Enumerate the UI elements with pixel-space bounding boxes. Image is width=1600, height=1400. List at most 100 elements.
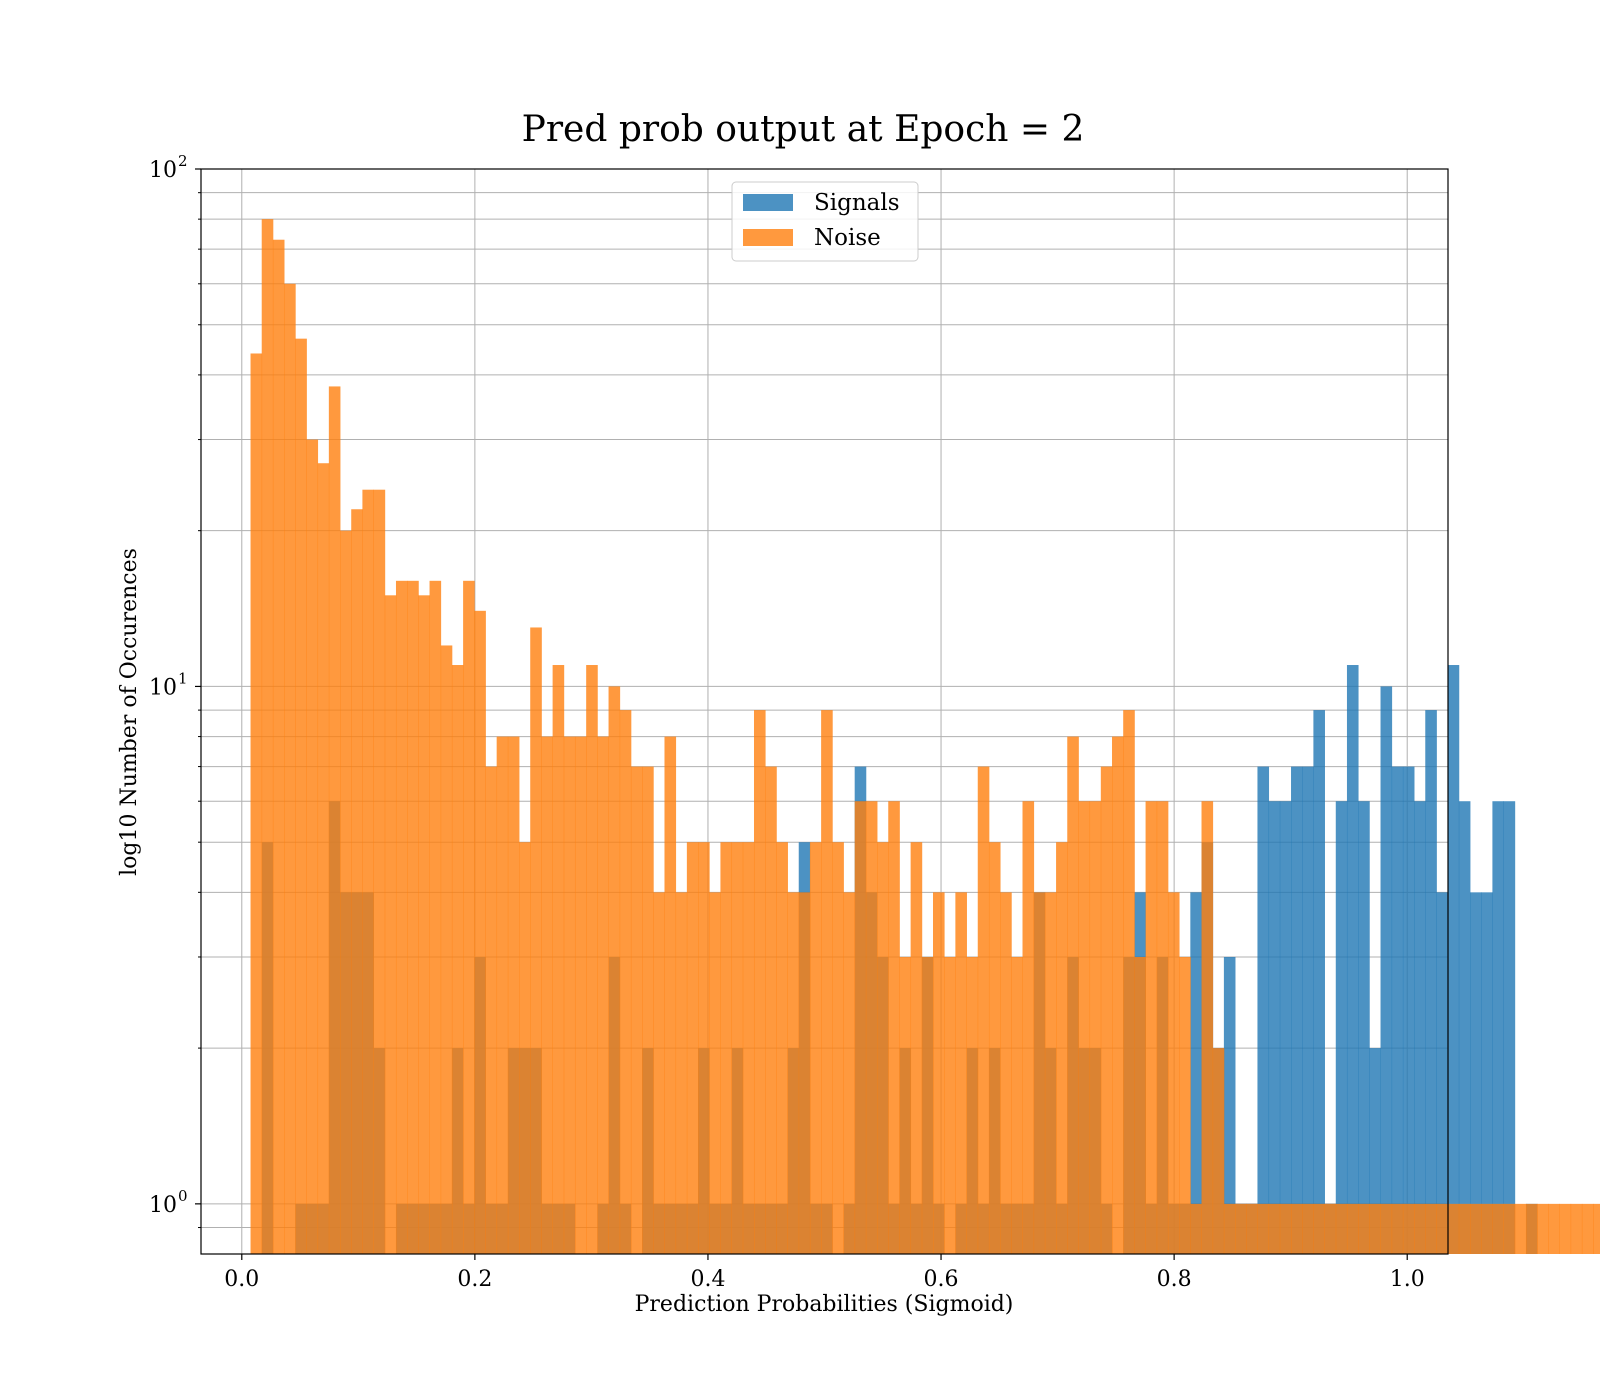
noise-bar — [1190, 1203, 1202, 1254]
noise-bar — [530, 627, 542, 1254]
noise-bar — [586, 665, 598, 1254]
noise-bar — [1022, 801, 1035, 1254]
noise-bar — [1481, 1203, 1493, 1254]
signals-bar — [1436, 892, 1449, 1254]
noise-bar — [1358, 1203, 1370, 1254]
noise-bar — [787, 892, 800, 1254]
noise-bar — [765, 766, 777, 1254]
signals-bar — [1302, 766, 1314, 1254]
signals-bar — [1190, 892, 1202, 1254]
bars-layer — [250, 219, 1600, 1255]
noise-bar — [541, 736, 554, 1254]
noise-bar — [686, 842, 699, 1254]
noise-bar — [1581, 1203, 1594, 1254]
signals-bar — [1313, 710, 1325, 1254]
noise-bar — [798, 892, 811, 1254]
noise-bar — [1112, 736, 1124, 1254]
noise-bar — [731, 842, 744, 1254]
x-axis-label: Prediction Probabilities (Sigmoid) — [635, 1292, 1014, 1317]
x-tick-label: 0.2 — [457, 1267, 492, 1292]
signals-bar — [1223, 956, 1236, 1254]
noise-bar — [574, 736, 587, 1254]
noise-bar — [1313, 1203, 1325, 1254]
noise-bar — [507, 736, 520, 1254]
noise-bar — [977, 766, 990, 1254]
noise-bar — [698, 842, 710, 1254]
noise-bar — [1380, 1203, 1393, 1254]
noise-bar — [1089, 801, 1102, 1254]
signals-bar — [1268, 801, 1281, 1254]
noise-bar — [295, 338, 307, 1254]
signals-bar — [1391, 766, 1404, 1254]
noise-bar — [1223, 1203, 1236, 1254]
noise-bar — [1369, 1203, 1381, 1254]
noise-bar — [1033, 892, 1046, 1254]
noise-bar — [1268, 1203, 1281, 1254]
noise-bar — [272, 239, 285, 1254]
signals-bar — [1503, 801, 1516, 1254]
noise-bar — [284, 283, 296, 1254]
y-axis-label: log10 Number of Occurences — [117, 548, 142, 876]
noise-bar — [742, 842, 755, 1254]
noise-bar — [373, 489, 386, 1255]
noise-bar — [821, 710, 833, 1254]
noise-bar — [888, 801, 900, 1254]
y-tick-exponent: 0 — [178, 1187, 188, 1205]
noise-bar — [440, 645, 453, 1254]
noise-bar — [1179, 956, 1191, 1254]
noise-bar — [933, 892, 945, 1254]
noise-bar — [485, 766, 498, 1254]
noise-bar — [1123, 710, 1135, 1254]
noise-bar — [1056, 842, 1068, 1254]
chart-title: Pred prob output at Epoch = 2 — [522, 109, 1085, 150]
noise-bar — [1391, 1203, 1404, 1254]
noise-bar — [328, 386, 341, 1254]
noise-bar — [1145, 801, 1158, 1254]
noise-bar — [608, 686, 621, 1254]
noise-bar — [1302, 1203, 1314, 1254]
noise-bar — [854, 801, 867, 1254]
noise-bar — [653, 892, 665, 1254]
noise-bar — [451, 665, 464, 1254]
noise-bar — [1246, 1203, 1258, 1254]
noise-bar — [1593, 1203, 1600, 1254]
noise-bar — [709, 892, 721, 1254]
noise-bar — [261, 219, 274, 1255]
legend: Signals Noise — [731, 181, 919, 262]
signals-bar — [1335, 801, 1348, 1254]
noise-bar — [619, 710, 632, 1254]
legend-label-noise: Noise — [814, 225, 881, 251]
noise-bar — [362, 489, 374, 1255]
noise-bar — [1067, 736, 1079, 1254]
noise-bar — [384, 595, 397, 1254]
noise-bar — [776, 842, 788, 1254]
noise-bar — [597, 736, 609, 1254]
noise-bar — [843, 892, 856, 1254]
noise-bar — [753, 710, 766, 1254]
y-tick-label: 10 — [149, 1193, 177, 1218]
signals-bar — [1414, 801, 1426, 1254]
noise-bar — [1291, 1203, 1303, 1254]
noise-bar — [720, 842, 733, 1254]
noise-bar — [250, 353, 263, 1255]
noise-bar — [306, 439, 319, 1254]
noise-bar — [1000, 892, 1012, 1254]
noise-bar — [1525, 1203, 1538, 1254]
noise-bar — [1492, 1203, 1504, 1254]
noise-bar — [1559, 1203, 1572, 1254]
noise-bar — [1425, 1203, 1437, 1254]
noise-bar — [1212, 1048, 1225, 1254]
noise-bar — [563, 736, 576, 1254]
signals-bar — [1447, 665, 1460, 1254]
legend-swatch-noise — [743, 229, 793, 246]
noise-bar — [642, 766, 654, 1254]
signals-bar — [1369, 1048, 1381, 1254]
noise-bar — [1324, 1203, 1337, 1254]
noise-bar — [1447, 1203, 1460, 1254]
noise-bar — [407, 580, 419, 1254]
noise-bar — [340, 530, 352, 1254]
signals-bar — [1481, 892, 1493, 1254]
noise-bar — [351, 509, 363, 1255]
signals-bar — [1291, 766, 1303, 1254]
